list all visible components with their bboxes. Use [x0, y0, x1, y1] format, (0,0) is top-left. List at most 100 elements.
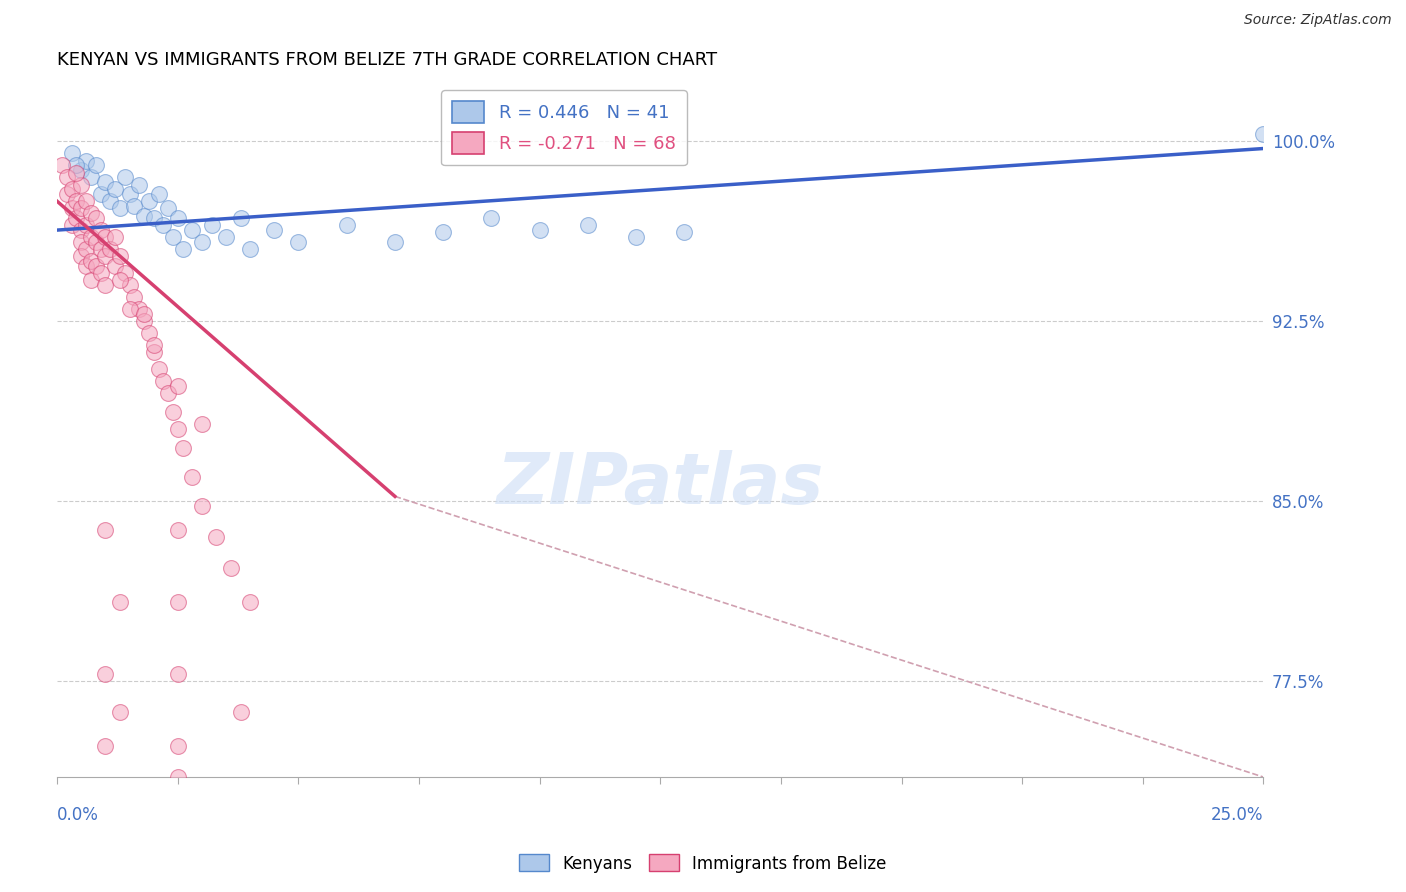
Point: [142, 338, 165, 352]
Point: [166, 379, 188, 393]
Point: [70, 163, 93, 178]
Point: [191, 417, 214, 432]
Point: [128, 302, 150, 317]
Point: [60, 219, 83, 233]
Point: [624, 230, 647, 244]
Point: [94, 230, 117, 244]
Point: [114, 266, 136, 280]
Point: [75, 259, 97, 273]
Point: [128, 178, 150, 192]
Point: [205, 530, 228, 544]
Point: [104, 230, 127, 244]
Point: [94, 250, 117, 264]
Point: [65, 194, 87, 209]
Point: [132, 307, 155, 321]
Point: [166, 666, 188, 681]
Point: [191, 499, 214, 513]
Point: [481, 211, 503, 225]
Point: [166, 422, 188, 436]
Point: [287, 235, 309, 249]
Point: [75, 153, 97, 168]
Point: [70, 223, 93, 237]
Point: [94, 739, 117, 753]
Point: [60, 182, 83, 196]
Point: [80, 230, 103, 244]
Point: [239, 595, 262, 609]
Point: [157, 202, 180, 216]
Point: [229, 706, 252, 720]
Point: [172, 242, 194, 256]
Point: [56, 187, 79, 202]
Point: [181, 470, 204, 484]
Point: [84, 235, 107, 249]
Point: [70, 202, 93, 216]
Point: [432, 226, 454, 240]
Point: [148, 362, 170, 376]
Point: [108, 202, 131, 216]
Point: [229, 211, 252, 225]
Point: [94, 175, 117, 189]
Point: [118, 302, 141, 317]
Point: [65, 165, 87, 179]
Point: [166, 770, 188, 784]
Point: [336, 219, 359, 233]
Point: [60, 202, 83, 216]
Point: [90, 242, 112, 256]
Point: [104, 182, 127, 196]
Point: [84, 158, 107, 172]
Text: ZIPatlas: ZIPatlas: [496, 450, 824, 519]
Text: KENYAN VS IMMIGRANTS FROM BELIZE 7TH GRADE CORRELATION CHART: KENYAN VS IMMIGRANTS FROM BELIZE 7TH GRA…: [58, 51, 717, 69]
Point: [51, 158, 73, 172]
Point: [124, 290, 146, 304]
Point: [529, 223, 551, 237]
Point: [70, 235, 93, 249]
Point: [239, 242, 262, 256]
Point: [94, 666, 117, 681]
Point: [142, 211, 165, 225]
Point: [132, 314, 155, 328]
Point: [104, 259, 127, 273]
Point: [65, 158, 87, 172]
Point: [75, 219, 97, 233]
Point: [181, 223, 204, 237]
Point: [70, 250, 93, 264]
Text: 0.0%: 0.0%: [58, 805, 98, 824]
Point: [80, 273, 103, 287]
Point: [84, 259, 107, 273]
Point: [263, 223, 285, 237]
Point: [132, 209, 155, 223]
Point: [75, 194, 97, 209]
Point: [673, 226, 696, 240]
Point: [138, 194, 160, 209]
Point: [60, 146, 83, 161]
Point: [148, 187, 170, 202]
Point: [118, 187, 141, 202]
Point: [138, 326, 160, 341]
Point: [166, 211, 188, 225]
Point: [94, 278, 117, 293]
Point: [90, 266, 112, 280]
Legend: Kenyans, Immigrants from Belize: Kenyans, Immigrants from Belize: [512, 847, 894, 880]
Point: [98, 194, 121, 209]
Point: [142, 345, 165, 359]
Point: [114, 170, 136, 185]
Point: [80, 170, 103, 185]
Point: [108, 706, 131, 720]
Point: [75, 242, 97, 256]
Point: [166, 739, 188, 753]
Legend: R = 0.446   N = 41, R = -0.271   N = 68: R = 0.446 N = 41, R = -0.271 N = 68: [441, 90, 686, 165]
Point: [80, 254, 103, 268]
Point: [108, 273, 131, 287]
Point: [84, 211, 107, 225]
Point: [215, 230, 238, 244]
Point: [118, 278, 141, 293]
Point: [124, 199, 146, 213]
Point: [152, 374, 174, 388]
Text: 25.0%: 25.0%: [1211, 805, 1264, 824]
Point: [191, 235, 214, 249]
Point: [200, 219, 222, 233]
Point: [162, 405, 184, 419]
Point: [162, 230, 184, 244]
Point: [70, 178, 93, 192]
Point: [98, 242, 121, 256]
